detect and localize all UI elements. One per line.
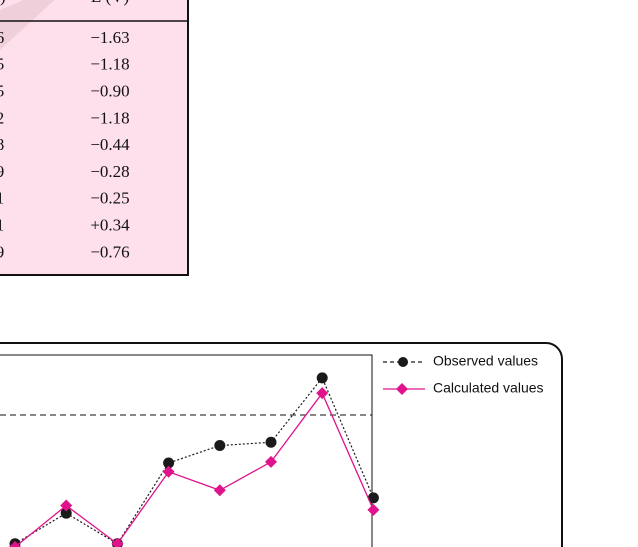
cell: +0.34 — [90, 216, 130, 235]
calculated-point — [162, 465, 175, 478]
table-box — [0, 0, 189, 276]
observed-point — [316, 372, 328, 384]
cell: 1 — [0, 216, 4, 235]
legend-label: Calculated values — [433, 380, 544, 396]
cell: −0.44 — [90, 135, 130, 154]
calculated-point — [9, 541, 21, 547]
cell: 8 — [0, 135, 4, 154]
cell: −0.76 — [90, 242, 129, 261]
cell: 5 — [0, 82, 4, 101]
calculated-point — [265, 455, 277, 468]
calculated-point — [111, 537, 124, 547]
header-cell: ) — [0, 0, 6, 6]
cell: 9 — [0, 162, 4, 181]
cell: −0.90 — [90, 82, 129, 101]
series-line — [14, 376, 374, 545]
series-line — [14, 391, 374, 547]
legend-label: Observed values — [433, 353, 538, 369]
cell: 2 — [0, 108, 4, 127]
observed-point — [60, 507, 72, 519]
cell: −0.25 — [90, 189, 129, 208]
cell: −1.18 — [90, 108, 129, 127]
observed-point — [265, 436, 277, 448]
plot-frame — [0, 354, 373, 547]
chart-box — [0, 342, 563, 547]
watermark — [0, 0, 55, 50]
calculated-point — [316, 387, 329, 400]
cell: −1.63 — [90, 28, 129, 47]
observed-point — [214, 440, 226, 452]
cell: −1.18 — [90, 55, 129, 74]
cell: 5 — [0, 55, 4, 74]
calculated-point — [367, 503, 380, 516]
legend-marker — [398, 357, 408, 367]
cell: 6 — [0, 28, 4, 47]
cell: −0.28 — [90, 162, 129, 181]
cell: 9 — [0, 242, 4, 261]
header-cell: E (V) — [91, 0, 129, 6]
cell: 1 — [0, 189, 4, 208]
calculated-point — [60, 499, 73, 512]
observed-point — [163, 457, 175, 469]
calculated-point — [213, 484, 226, 497]
observed-point — [367, 492, 379, 504]
legend-marker — [396, 383, 408, 395]
